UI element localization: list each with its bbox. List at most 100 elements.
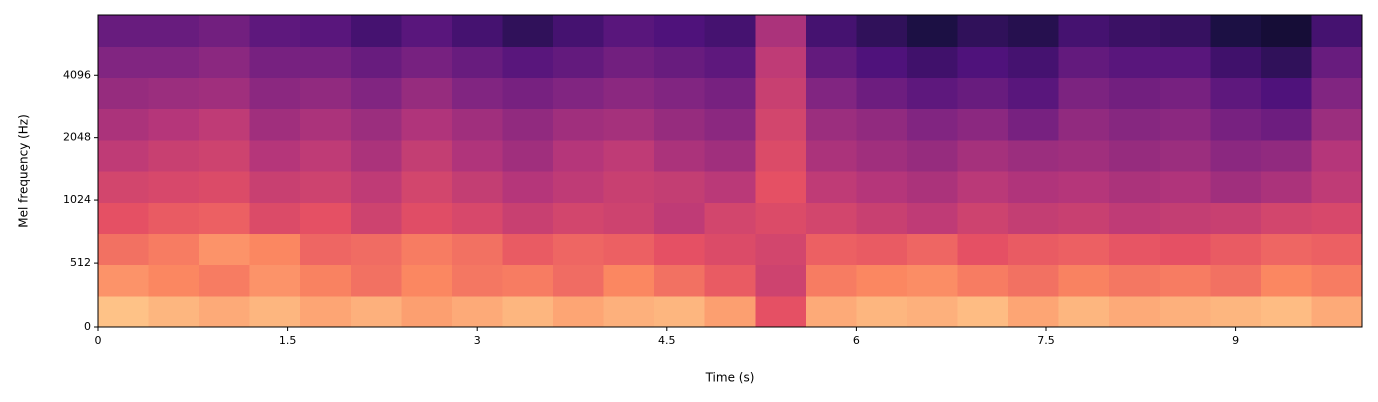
spectrogram-cell xyxy=(350,77,402,110)
spectrogram-cell xyxy=(906,233,959,266)
spectrogram-cell xyxy=(1058,108,1110,141)
y-tick-label: 512 xyxy=(70,256,91,269)
spectrogram-cell xyxy=(350,108,402,141)
spectrogram-cell xyxy=(148,108,200,141)
spectrogram-cell xyxy=(502,264,554,297)
spectrogram-cell xyxy=(603,108,655,141)
spectrogram xyxy=(98,15,1363,328)
spectrogram-cell xyxy=(957,171,1009,203)
spectrogram-cell xyxy=(1311,233,1363,266)
spectrogram-cell xyxy=(1109,15,1161,47)
spectrogram-cell xyxy=(654,264,706,297)
spectrogram-cell xyxy=(148,295,200,328)
spectrogram-cell xyxy=(300,202,352,234)
spectrogram-cell xyxy=(704,15,756,47)
spectrogram-cell xyxy=(1260,264,1313,297)
spectrogram-cell xyxy=(1159,264,1211,297)
spectrogram-cell xyxy=(1008,295,1060,328)
spectrogram-cell xyxy=(755,171,807,203)
spectrogram-cell xyxy=(249,233,301,266)
spectrogram-cell xyxy=(957,77,1009,110)
spectrogram-cell xyxy=(199,295,251,328)
spectrogram-cell xyxy=(502,108,554,141)
spectrogram-cell xyxy=(805,202,857,234)
spectrogram-cell xyxy=(957,15,1009,47)
spectrogram-cell xyxy=(755,77,807,110)
spectrogram-cell xyxy=(401,15,453,47)
spectrogram-cell xyxy=(654,202,706,234)
spectrogram-cell xyxy=(300,108,352,141)
spectrogram-cell xyxy=(1311,77,1363,110)
spectrogram-cell xyxy=(1210,139,1262,172)
spectrogram-cell xyxy=(199,46,251,78)
spectrogram-cell xyxy=(1260,171,1313,203)
spectrogram-cell xyxy=(1058,15,1110,47)
spectrogram-cell xyxy=(199,171,251,203)
plot-frame xyxy=(97,14,1363,328)
spectrogram-cell xyxy=(401,108,453,141)
spectrogram-cell xyxy=(755,139,807,172)
spectrogram-cell xyxy=(300,264,352,297)
spectrogram-cell xyxy=(502,233,554,266)
spectrogram-cell xyxy=(805,108,857,141)
spectrogram-cell xyxy=(401,77,453,110)
spectrogram-cell xyxy=(1311,139,1363,172)
spectrogram-cell xyxy=(401,139,453,172)
spectrogram-cell xyxy=(1311,295,1363,328)
spectrogram-cell xyxy=(1058,264,1110,297)
spectrogram-cell xyxy=(401,202,453,234)
x-axis-label: Time (s) xyxy=(705,371,755,385)
spectrogram-cell xyxy=(98,295,150,328)
spectrogram-cell xyxy=(603,295,655,328)
spectrogram-cell xyxy=(199,77,251,110)
spectrogram-cell xyxy=(502,202,554,234)
y-tick-label: 4096 xyxy=(63,68,91,81)
spectrogram-cell xyxy=(805,46,857,78)
spectrogram-cell xyxy=(249,202,301,234)
spectrogram-cell xyxy=(502,46,554,78)
spectrogram-cell xyxy=(957,233,1009,266)
spectrogram-cell xyxy=(957,264,1009,297)
spectrogram-cell xyxy=(553,139,605,172)
spectrogram-cell xyxy=(98,77,150,110)
spectrogram-cell xyxy=(805,139,857,172)
x-tick-label: 4.5 xyxy=(658,334,676,347)
spectrogram-cell xyxy=(300,15,352,47)
spectrogram-cell xyxy=(704,264,756,297)
spectrogram-cell xyxy=(401,295,453,328)
spectrogram-cell xyxy=(98,233,150,266)
spectrogram-cell xyxy=(249,46,301,78)
spectrogram-cell xyxy=(704,77,756,110)
spectrogram-cell xyxy=(502,139,554,172)
spectrogram-cell xyxy=(553,202,605,234)
spectrogram-cell xyxy=(1058,233,1110,266)
spectrogram-cell xyxy=(856,171,908,203)
spectrogram-cell xyxy=(148,77,200,110)
x-tick-label: 1.5 xyxy=(279,334,297,347)
spectrogram-cell xyxy=(654,46,706,78)
spectrogram-cell xyxy=(805,77,857,110)
spectrogram-cell xyxy=(98,264,150,297)
spectrogram-cell xyxy=(199,139,251,172)
spectrogram-cell xyxy=(1210,295,1262,328)
y-tick-label: 1024 xyxy=(63,193,91,206)
spectrogram-cell xyxy=(603,77,655,110)
spectrogram-cell xyxy=(1109,171,1161,203)
spectrogram-cell xyxy=(755,15,807,47)
spectrogram-cell xyxy=(553,295,605,328)
spectrogram-cell xyxy=(1311,15,1363,47)
spectrogram-cell xyxy=(1058,139,1110,172)
spectrogram-cell xyxy=(502,171,554,203)
spectrogram-cell xyxy=(1260,46,1313,78)
y-tick-label: 2048 xyxy=(63,131,91,144)
spectrogram-cell xyxy=(603,139,655,172)
spectrogram-cell xyxy=(148,233,200,266)
spectrogram-cell xyxy=(1058,295,1110,328)
spectrogram-cell xyxy=(451,171,504,203)
spectrogram-cell xyxy=(1008,77,1060,110)
spectrogram-cell xyxy=(906,108,959,141)
spectrogram-cell xyxy=(451,295,504,328)
spectrogram-cell xyxy=(856,264,908,297)
spectrogram-cell xyxy=(1159,233,1211,266)
